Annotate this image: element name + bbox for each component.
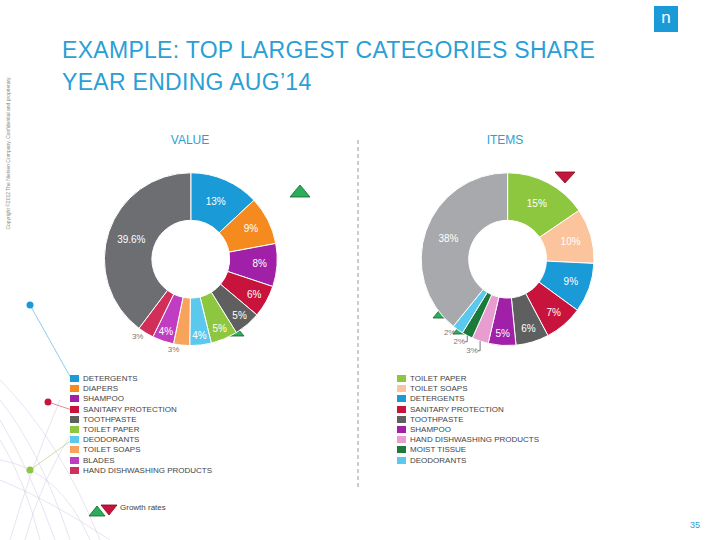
html-text:DIAPERS: DIAPERS — [83, 384, 119, 394]
svg-text:39.6%: 39.6% — [117, 234, 145, 245]
svg-text:5%: 5% — [212, 323, 227, 334]
svg-text:9%: 9% — [244, 223, 259, 234]
svg-text:5%: 5% — [496, 328, 511, 339]
svg-text:4%: 4% — [159, 326, 174, 337]
svg-text:10%: 10% — [561, 236, 581, 247]
html-text:Copyright ©2012 The Nielsen Co: Copyright ©2012 The Nielsen Company. Con… — [5, 76, 11, 230]
html-text:TOILET PAPER: TOILET PAPER — [83, 425, 140, 434]
html-text:EXAMPLE: TOP LARGEST CATEGORIE: EXAMPLE: TOP LARGEST CATEGORIES SHARE YE… — [62, 37, 595, 95]
html-text:SANITARY PROTECTION: SANITARY PROTECTION — [83, 404, 177, 414]
html-text:ITEMS: ITEMS — [486, 133, 524, 147]
html-text:MOIST TISSUE: MOIST TISSUE — [410, 445, 467, 455]
svg-text:2%: 2% — [453, 337, 465, 346]
html-text:BLADES: BLADES — [83, 455, 115, 465]
svg-text:9%: 9% — [564, 276, 579, 287]
svg-text:8%: 8% — [252, 258, 267, 269]
html-text:SHAMPOO: SHAMPOO — [410, 425, 451, 434]
svg-text:38%: 38% — [438, 233, 458, 244]
svg-text:3%: 3% — [132, 332, 144, 341]
html-text:TOOTHPASTE: TOOTHPASTE — [83, 414, 137, 424]
html-text:TOOTHPASTE: TOOTHPASTE — [410, 414, 464, 424]
svg-text:3%: 3% — [168, 345, 180, 354]
svg-text:15%: 15% — [527, 198, 547, 209]
html-text:SHAMPOO: SHAMPOO — [83, 394, 124, 404]
svg-text:3%: 3% — [466, 346, 478, 355]
html-text:HAND DISHWASHING PRODUCTS: HAND DISHWASHING PRODUCTS — [83, 465, 212, 475]
html-text:DETERGENTS: DETERGENTS — [410, 394, 465, 404]
html-text:VALUE: VALUE — [170, 133, 210, 147]
html-text:n: n — [661, 8, 671, 27]
svg-text:7%: 7% — [546, 307, 561, 318]
svg-text:5%: 5% — [232, 310, 247, 321]
svg-text:4%: 4% — [192, 330, 207, 341]
svg-text:13%: 13% — [206, 196, 226, 207]
html-text:Growth rates: Growth rates — [120, 503, 166, 512]
html-text:TOILET PAPER: TOILET PAPER — [410, 374, 467, 383]
html-text:TOILET SOAPS: TOILET SOAPS — [83, 445, 141, 455]
svg-text:2%: 2% — [444, 328, 456, 337]
html-text:DEODORANTS: DEODORANTS — [83, 435, 140, 445]
html-text:DEODORANTS: DEODORANTS — [410, 455, 467, 465]
html-text:HAND DISHWASHING PRODUCTS: HAND DISHWASHING PRODUCTS — [410, 435, 539, 445]
html-text:TOILET SOAPS: TOILET SOAPS — [410, 384, 468, 394]
html-text:DETERGENTS: DETERGENTS — [83, 374, 138, 383]
html-text:35: 35 — [690, 520, 700, 530]
html-text:SANITARY PROTECTION: SANITARY PROTECTION — [410, 404, 504, 414]
svg-text:6%: 6% — [247, 289, 262, 300]
svg-text:6%: 6% — [521, 323, 536, 334]
